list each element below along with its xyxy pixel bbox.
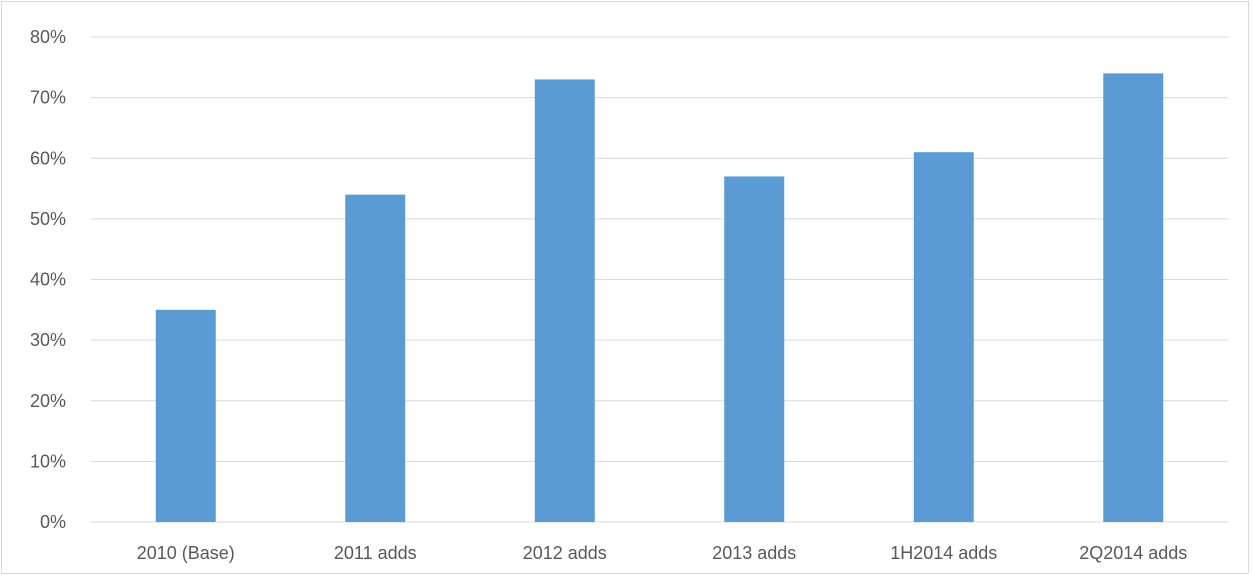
bar [1103,73,1164,522]
x-axis-tick-labels: 2010 (Base) 2011 adds 2012 adds 2013 adds 1H… [137,543,1188,563]
x-tick-label: 2013 adds [712,543,796,563]
bars [155,73,1164,522]
bar [534,79,595,522]
y-tick-label: 30% [30,330,66,350]
bar [155,309,216,522]
y-tick-label: 50% [30,209,66,229]
x-tick-label: 2Q2014 adds [1079,543,1187,563]
y-tick-label: 10% [30,451,66,471]
y-tick-label: 20% [30,391,66,411]
y-axis-tick-labels: 0% 10% 20% 30% 40% 50% 60% 70% 80% [30,27,66,532]
bar [724,176,785,522]
x-tick-label: 2012 adds [523,543,607,563]
bar [345,194,406,522]
x-tick-label: 2011 adds [334,543,417,563]
gridlines [91,36,1228,523]
y-tick-label: 0% [40,512,66,532]
y-tick-label: 40% [30,270,66,290]
y-tick-label: 80% [30,27,66,47]
y-tick-label: 60% [30,148,66,168]
x-tick-label: 2010 (Base) [137,543,235,563]
y-tick-label: 70% [30,88,66,108]
bar [913,152,974,522]
x-tick-label: 1H2014 adds [890,543,997,563]
